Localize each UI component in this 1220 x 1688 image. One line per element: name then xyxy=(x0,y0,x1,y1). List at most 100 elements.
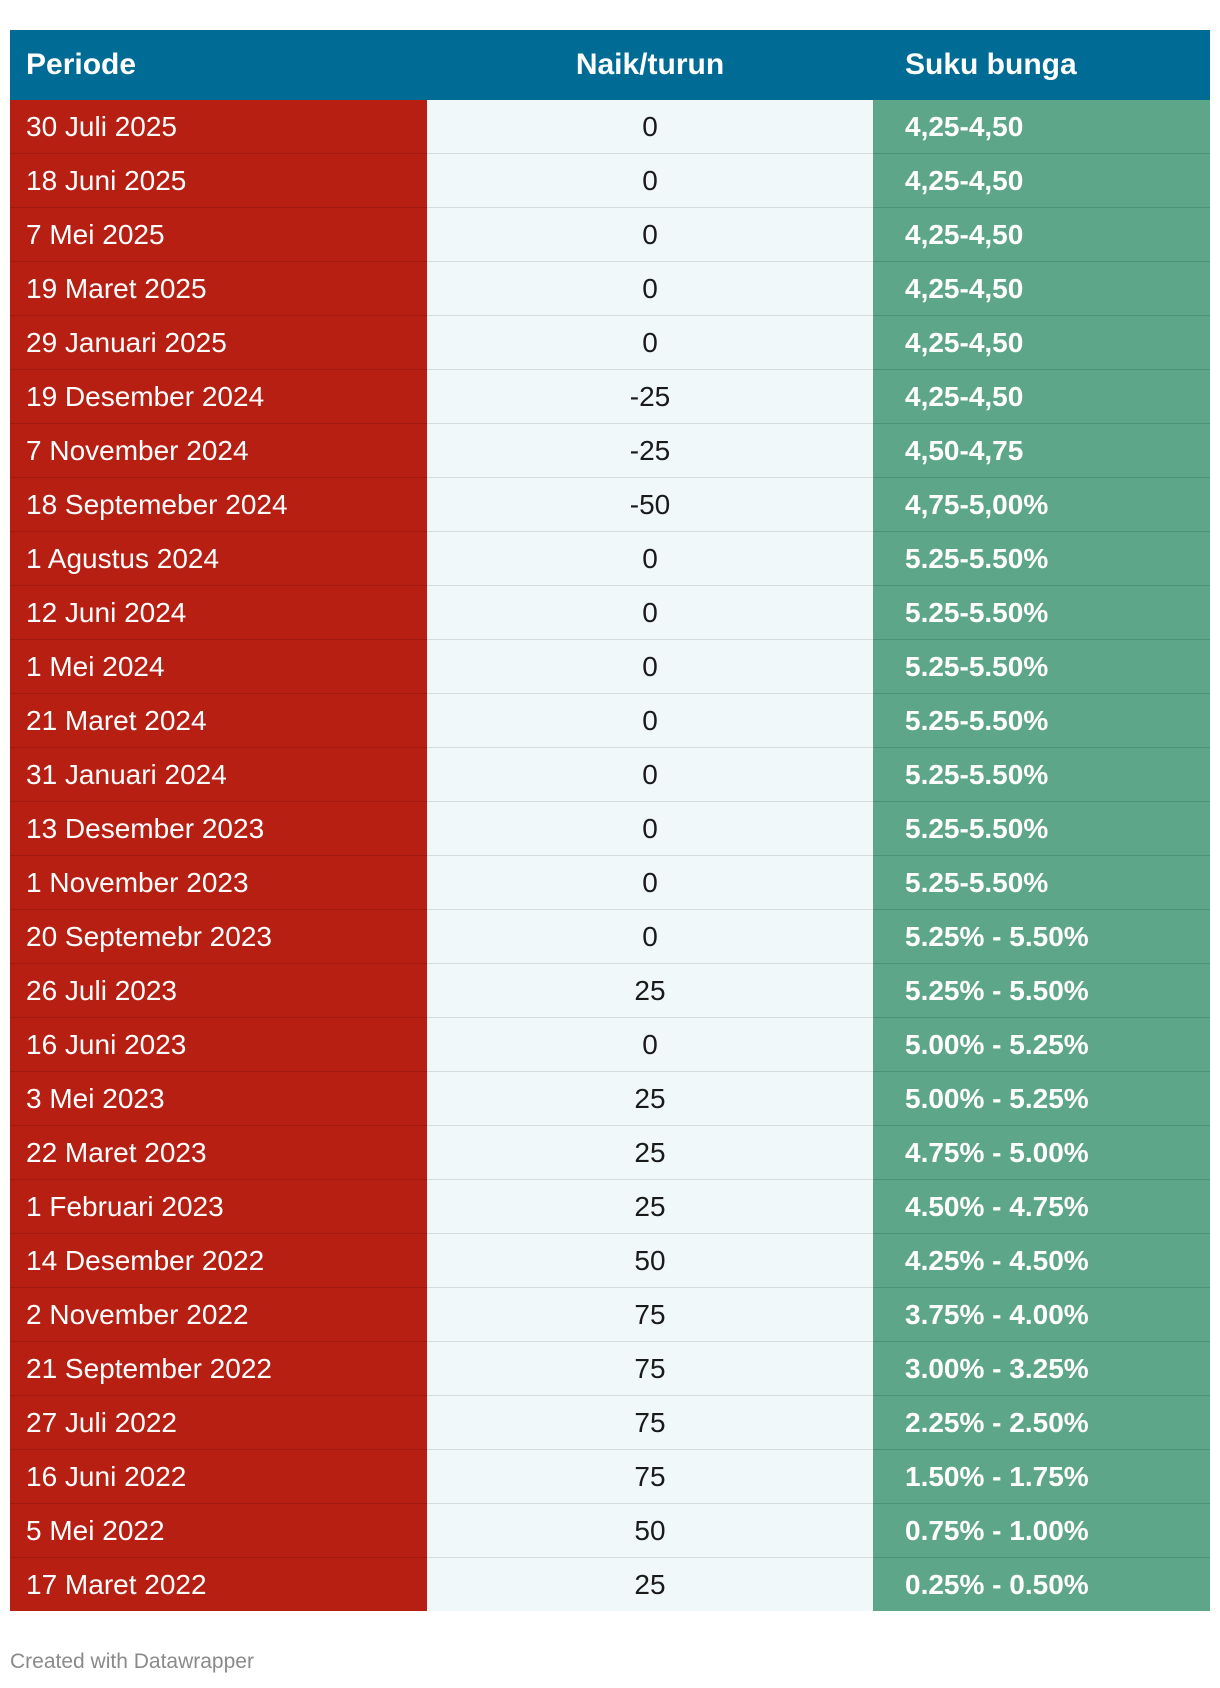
cell-periode: 17 Maret 2022 xyxy=(10,1557,427,1611)
cell-suku-bunga: 5.25% - 5.50% xyxy=(873,909,1210,964)
cell-periode: 13 Desember 2023 xyxy=(10,801,427,856)
cell-suku-bunga: 4,75-5,00% xyxy=(873,477,1210,532)
cell-suku-bunga: 4,25-4,50 xyxy=(873,315,1210,370)
table-row: 7 Mei 2025 0 4,25-4,50 xyxy=(10,207,1210,262)
cell-suku-bunga: 5.00% - 5.25% xyxy=(873,1017,1210,1072)
cell-periode: 27 Juli 2022 xyxy=(10,1395,427,1450)
cell-suku-bunga: 5.25-5.50% xyxy=(873,747,1210,802)
cell-naik-turun: 0 xyxy=(427,855,873,910)
cell-suku-bunga: 4.75% - 5.00% xyxy=(873,1125,1210,1180)
table-row: 13 Desember 2023 0 5.25-5.50% xyxy=(10,801,1210,856)
cell-periode: 18 Juni 2025 xyxy=(10,153,427,208)
table-row: 1 Mei 2024 0 5.25-5.50% xyxy=(10,639,1210,694)
header-naik-turun[interactable]: Naik/turun xyxy=(427,30,873,100)
cell-naik-turun: -25 xyxy=(427,423,873,478)
cell-suku-bunga: 5.00% - 5.25% xyxy=(873,1071,1210,1126)
table-row: 14 Desember 2022 50 4.25% - 4.50% xyxy=(10,1233,1210,1288)
cell-naik-turun: 0 xyxy=(427,693,873,748)
cell-naik-turun: 75 xyxy=(427,1449,873,1504)
cell-suku-bunga: 0.25% - 0.50% xyxy=(873,1557,1210,1611)
cell-naik-turun: 0 xyxy=(427,153,873,208)
cell-naik-turun: 25 xyxy=(427,963,873,1018)
cell-periode: 5 Mei 2022 xyxy=(10,1503,427,1558)
cell-periode: 16 Juni 2023 xyxy=(10,1017,427,1072)
cell-periode: 19 Desember 2024 xyxy=(10,369,427,424)
cell-naik-turun: 0 xyxy=(427,315,873,370)
cell-suku-bunga: 4,25-4,50 xyxy=(873,261,1210,316)
table-row: 19 Maret 2025 0 4,25-4,50 xyxy=(10,261,1210,316)
table-row: 27 Juli 2022 75 2.25% - 2.50% xyxy=(10,1395,1210,1450)
cell-naik-turun: 0 xyxy=(427,531,873,586)
cell-periode: 1 November 2023 xyxy=(10,855,427,910)
cell-suku-bunga: 4,50-4,75 xyxy=(873,423,1210,478)
table-row: 5 Mei 2022 50 0.75% - 1.00% xyxy=(10,1503,1210,1558)
header-periode[interactable]: Periode xyxy=(10,30,427,100)
table-row: 17 Maret 2022 25 0.25% - 0.50% xyxy=(10,1557,1210,1611)
cell-naik-turun: 0 xyxy=(427,639,873,694)
cell-suku-bunga: 5.25% - 5.50% xyxy=(873,963,1210,1018)
cell-periode: 21 September 2022 xyxy=(10,1341,427,1396)
cell-naik-turun: 50 xyxy=(427,1233,873,1288)
table-header: Periode Naik/turun Suku bunga xyxy=(10,30,1210,100)
table-row: 21 September 2022 75 3.00% - 3.25% xyxy=(10,1341,1210,1396)
table-row: 20 Septemebr 2023 0 5.25% - 5.50% xyxy=(10,909,1210,964)
cell-naik-turun: 75 xyxy=(427,1395,873,1450)
cell-naik-turun: 75 xyxy=(427,1287,873,1342)
table-row: 12 Juni 2024 0 5.25-5.50% xyxy=(10,585,1210,640)
table-row: 22 Maret 2023 25 4.75% - 5.00% xyxy=(10,1125,1210,1180)
cell-suku-bunga: 1.50% - 1.75% xyxy=(873,1449,1210,1504)
cell-naik-turun: 25 xyxy=(427,1557,873,1611)
cell-periode: 16 Juni 2022 xyxy=(10,1449,427,1504)
cell-periode: 22 Maret 2023 xyxy=(10,1125,427,1180)
cell-periode: 2 November 2022 xyxy=(10,1287,427,1342)
cell-naik-turun: 0 xyxy=(427,1017,873,1072)
cell-suku-bunga: 3.00% - 3.25% xyxy=(873,1341,1210,1396)
cell-naik-turun: 0 xyxy=(427,100,873,154)
cell-naik-turun: 0 xyxy=(427,801,873,856)
table-row: 26 Juli 2023 25 5.25% - 5.50% xyxy=(10,963,1210,1018)
cell-suku-bunga: 5.25-5.50% xyxy=(873,801,1210,856)
cell-naik-turun: 0 xyxy=(427,747,873,802)
table-row: 16 Juni 2023 0 5.00% - 5.25% xyxy=(10,1017,1210,1072)
cell-periode: 29 Januari 2025 xyxy=(10,315,427,370)
cell-suku-bunga: 4,25-4,50 xyxy=(873,369,1210,424)
cell-periode: 21 Maret 2024 xyxy=(10,693,427,748)
cell-periode: 7 November 2024 xyxy=(10,423,427,478)
cell-suku-bunga: 0.75% - 1.00% xyxy=(873,1503,1210,1558)
cell-suku-bunga: 5.25-5.50% xyxy=(873,531,1210,586)
cell-naik-turun: -50 xyxy=(427,477,873,532)
cell-naik-turun: 0 xyxy=(427,261,873,316)
cell-periode: 1 Februari 2023 xyxy=(10,1179,427,1234)
header-suku-bunga[interactable]: Suku bunga xyxy=(873,30,1210,100)
cell-naik-turun: 0 xyxy=(427,909,873,964)
table-row: 30 Juli 2025 0 4,25-4,50 xyxy=(10,100,1210,154)
cell-periode: 20 Septemebr 2023 xyxy=(10,909,427,964)
cell-suku-bunga: 4,25-4,50 xyxy=(873,100,1210,154)
cell-naik-turun: 0 xyxy=(427,585,873,640)
cell-naik-turun: 25 xyxy=(427,1125,873,1180)
table-row: 1 Agustus 2024 0 5.25-5.50% xyxy=(10,531,1210,586)
table-row: 21 Maret 2024 0 5.25-5.50% xyxy=(10,693,1210,748)
cell-suku-bunga: 5.25-5.50% xyxy=(873,693,1210,748)
cell-naik-turun: 0 xyxy=(427,207,873,262)
cell-naik-turun: -25 xyxy=(427,369,873,424)
table-row: 7 November 2024 -25 4,50-4,75 xyxy=(10,423,1210,478)
cell-naik-turun: 25 xyxy=(427,1071,873,1126)
table-row: 18 Juni 2025 0 4,25-4,50 xyxy=(10,153,1210,208)
cell-periode: 26 Juli 2023 xyxy=(10,963,427,1018)
table-row: 16 Juni 2022 75 1.50% - 1.75% xyxy=(10,1449,1210,1504)
cell-suku-bunga: 5.25-5.50% xyxy=(873,855,1210,910)
table-row: 29 Januari 2025 0 4,25-4,50 xyxy=(10,315,1210,370)
cell-naik-turun: 75 xyxy=(427,1341,873,1396)
cell-periode: 12 Juni 2024 xyxy=(10,585,427,640)
cell-naik-turun: 25 xyxy=(427,1179,873,1234)
table-row: 3 Mei 2023 25 5.00% - 5.25% xyxy=(10,1071,1210,1126)
rate-table-container: Periode Naik/turun Suku bunga 30 Juli 20… xyxy=(10,30,1210,1611)
header-row: Periode Naik/turun Suku bunga xyxy=(10,30,1210,100)
cell-suku-bunga: 3.75% - 4.00% xyxy=(873,1287,1210,1342)
cell-periode: 3 Mei 2023 xyxy=(10,1071,427,1126)
cell-periode: 1 Agustus 2024 xyxy=(10,531,427,586)
cell-suku-bunga: 4.50% - 4.75% xyxy=(873,1179,1210,1234)
table-row: 2 November 2022 75 3.75% - 4.00% xyxy=(10,1287,1210,1342)
cell-periode: 18 Septemeber 2024 xyxy=(10,477,427,532)
